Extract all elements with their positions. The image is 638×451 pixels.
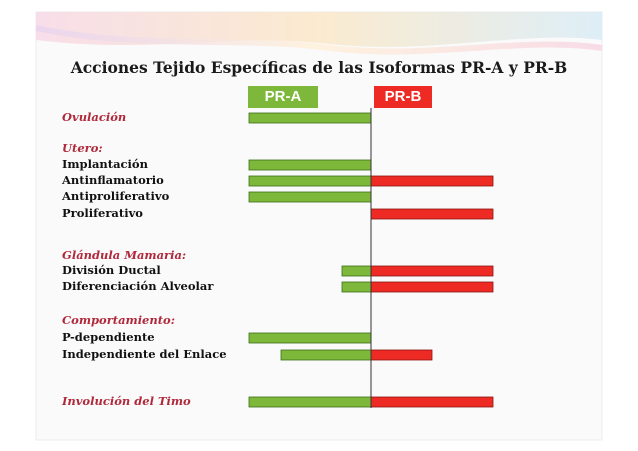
slide-title: Acciones Tejido Específicas de las Isofo… bbox=[70, 58, 568, 77]
row-label-comportamiento: Comportamiento: bbox=[62, 313, 175, 327]
pra-bar-independiente-del-enlace bbox=[280, 349, 372, 361]
prb-bar-proliferativo bbox=[370, 208, 494, 220]
pra-bar-p-dependiente bbox=[248, 332, 372, 344]
slide-panel bbox=[35, 11, 603, 441]
row-label-proliferativo: Proliferativo bbox=[62, 206, 143, 220]
pra-bar-antinflamatorio bbox=[248, 175, 372, 187]
prb-bar-diferenciacion-alveolar bbox=[370, 281, 494, 293]
row-label-division-ductal: División Ductal bbox=[62, 263, 161, 277]
row-label-ovulacion: Ovulación bbox=[62, 110, 127, 124]
pra-bar-involucion-del-timo bbox=[248, 396, 372, 408]
prb-bar-antinflamatorio bbox=[370, 175, 494, 187]
row-label-antiproliferativo: Antiproliferativo bbox=[62, 189, 170, 203]
pra-bar-diferenciacion-alveolar bbox=[341, 281, 372, 293]
row-label-utero: Utero: bbox=[62, 141, 103, 155]
row-label-implantacion: Implantación bbox=[62, 157, 148, 171]
pra-bar-antiproliferativo bbox=[248, 191, 372, 203]
header-wave-line bbox=[35, 25, 603, 55]
prb-bar-division-ductal bbox=[370, 265, 494, 277]
prb-bar-involucion-del-timo bbox=[370, 396, 494, 408]
row-label-p-dependiente: P-dependiente bbox=[62, 330, 155, 344]
row-label-independiente-del-enlace: Independiente del Enlace bbox=[62, 347, 227, 361]
row-label-antinflamatorio: Antinflamatorio bbox=[62, 173, 164, 187]
row-label-involucion-del-timo: Involución del Timo bbox=[62, 394, 191, 408]
row-label-diferenciacion-alveolar: Diferenciación Alveolar bbox=[62, 279, 214, 293]
legend-prb-tag: PR-B bbox=[374, 86, 432, 108]
header-wave bbox=[36, 12, 602, 47]
row-label-glandula-mamaria: Glándula Mamaria: bbox=[62, 248, 187, 262]
pra-bar-implantacion bbox=[248, 159, 372, 171]
prb-bar-independiente-del-enlace bbox=[370, 349, 433, 361]
pra-bar-division-ductal bbox=[341, 265, 372, 277]
pra-bar-ovulacion bbox=[248, 112, 372, 124]
legend-pra-tag: PR-A bbox=[248, 86, 318, 108]
